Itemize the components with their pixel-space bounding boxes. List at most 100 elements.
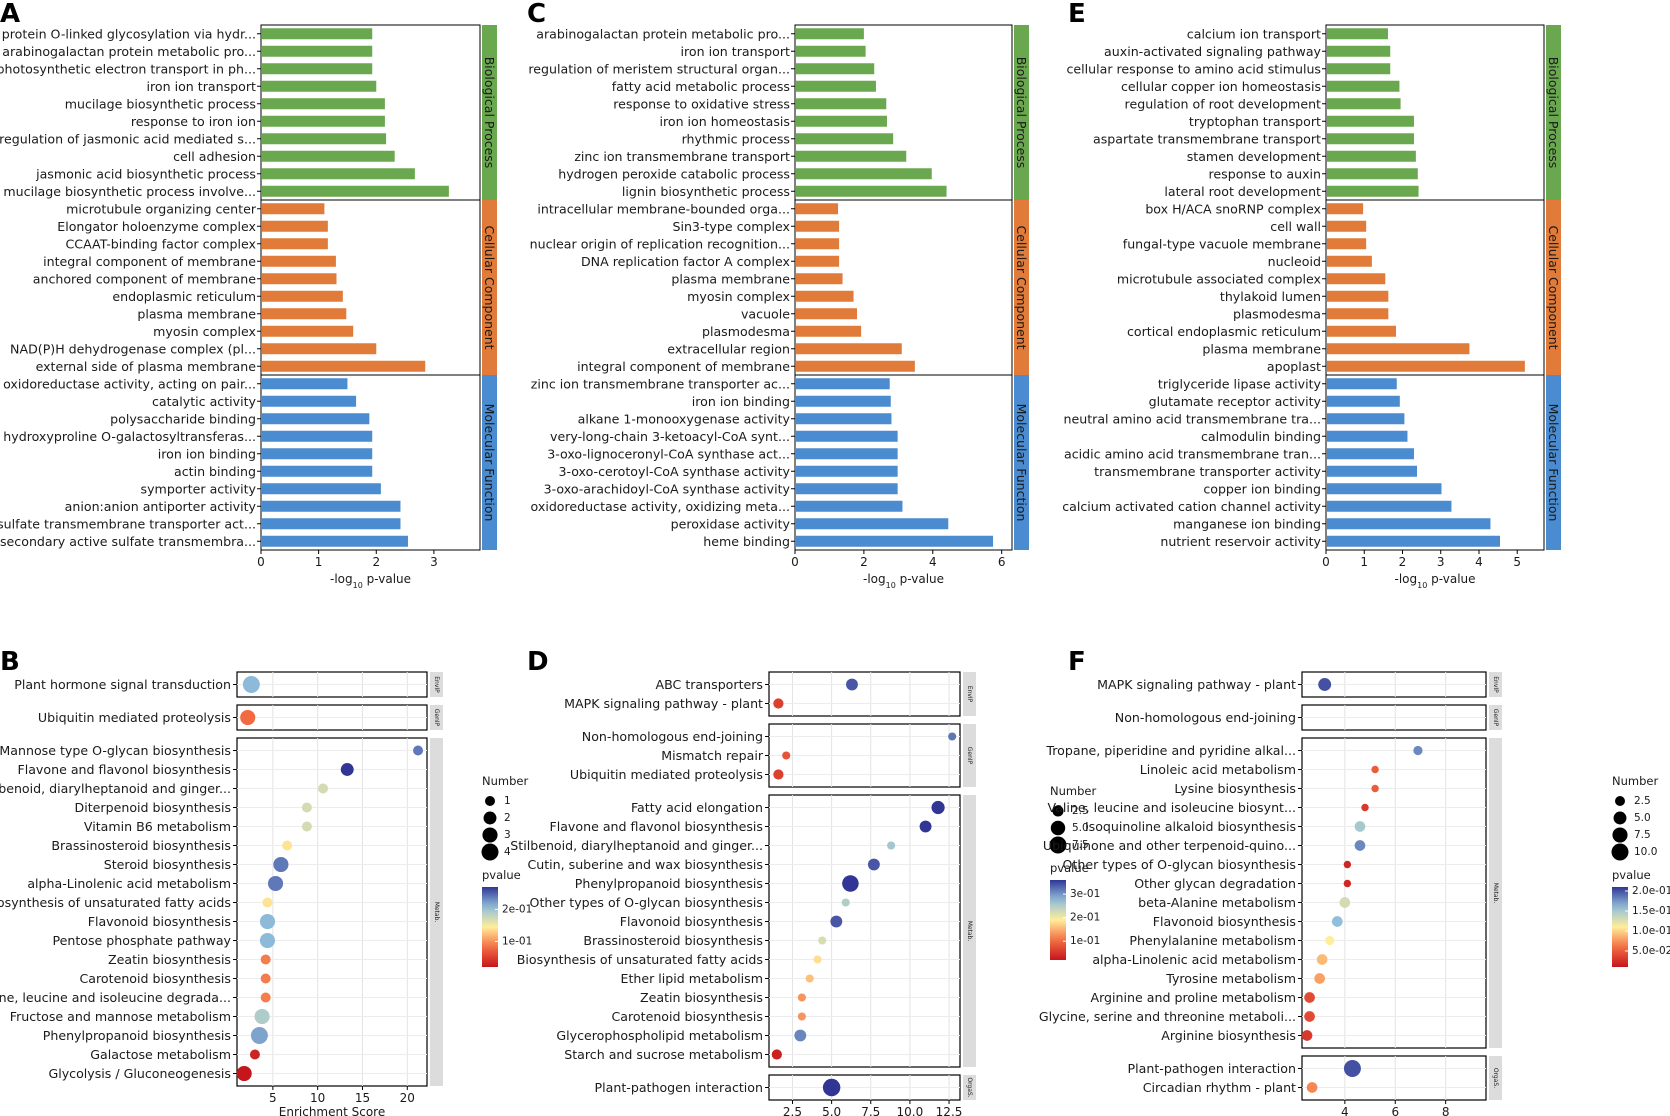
group-strip-label: Cellular Component xyxy=(1014,225,1029,349)
bar xyxy=(796,518,949,530)
x-tick-label: 15 xyxy=(355,1091,370,1105)
term-label: Non-homologous end-joining xyxy=(1115,710,1296,725)
bar xyxy=(262,45,373,57)
colorbar-tick-label: 1e-01 xyxy=(1070,935,1100,947)
category-label: neutral amino acid transmembrane tra... xyxy=(1064,411,1321,426)
group-frame xyxy=(768,794,961,1068)
group-strip-label: EnvIP xyxy=(966,686,973,703)
panel-b-dot-plot: B EnvIP Plant hormone signal transduction G… xyxy=(0,647,532,1116)
dot xyxy=(1354,821,1366,832)
bar xyxy=(796,220,840,232)
panel-label: D xyxy=(527,647,549,677)
size-legend-dot xyxy=(1613,811,1627,825)
dot xyxy=(242,676,260,693)
x-tick-label: 8 xyxy=(1442,1105,1450,1116)
dot xyxy=(1316,954,1328,965)
colorbar xyxy=(1050,880,1066,960)
bar xyxy=(796,45,866,57)
category-label: Elongator holoenzyme complex xyxy=(57,219,256,234)
term-label: Galactose metabolism xyxy=(90,1047,231,1062)
bar xyxy=(1327,150,1416,162)
category-label: arabinogalactan protein metabolic pro... xyxy=(2,44,256,59)
category-label: nucleoid xyxy=(1268,254,1321,269)
term-label: ABC transporters xyxy=(655,677,763,692)
colorbar xyxy=(1612,887,1628,967)
dot xyxy=(250,1027,268,1044)
bar xyxy=(796,168,932,180)
term-label: Zeatin biosynthesis xyxy=(640,990,763,1005)
color-legend-title: pvalue xyxy=(482,868,521,882)
category-label: peroxidase activity xyxy=(671,516,791,531)
colorbar-tick-label: 1.5e-01 xyxy=(1632,905,1670,917)
term-label: alpha-Linolenic acid metabolism xyxy=(1092,952,1296,967)
group-strip-label: Biological Process xyxy=(1546,57,1561,169)
size-legend-label: 10.0 xyxy=(1634,846,1657,858)
x-tick-label: 10 xyxy=(310,1091,325,1105)
bar xyxy=(796,238,840,250)
category-label: hydroxyproline O-galactosyltransferas... xyxy=(3,429,256,444)
dot xyxy=(797,993,806,1002)
category-label: plasma membrane xyxy=(1202,341,1321,356)
group-strip xyxy=(963,672,976,716)
bar xyxy=(1327,220,1367,232)
term-label: Other types of O-glycan biosynthesis xyxy=(530,895,763,910)
bar xyxy=(1327,133,1414,145)
category-label: regulation of meristem structural organ.… xyxy=(528,61,790,76)
term-label: Flavonoid biosynthesis xyxy=(1153,914,1296,929)
term-label: Circadian rhythm - plant xyxy=(1143,1080,1296,1095)
group-strip-label: EnvIP xyxy=(433,676,440,693)
dot xyxy=(273,856,289,873)
group-strip-label: Molecular Function xyxy=(1014,404,1029,522)
size-legend-label: 2.5 xyxy=(1634,795,1651,807)
x-tick-label: 2 xyxy=(1399,555,1407,569)
category-label: calcium ion transport xyxy=(1187,26,1321,41)
category-label: cell wall xyxy=(1270,219,1321,234)
bar xyxy=(1327,343,1470,355)
category-label: calmodulin binding xyxy=(1201,429,1321,444)
x-tick-label: 7.5 xyxy=(861,1105,880,1116)
dot xyxy=(318,783,329,794)
category-label: zinc ion transmembrane transport xyxy=(574,149,790,164)
category-label: symporter activity xyxy=(141,481,257,496)
dot xyxy=(1361,803,1369,812)
category-label: apoplast xyxy=(1267,359,1321,374)
size-legend-dot xyxy=(485,796,495,806)
dot xyxy=(797,1012,806,1021)
term-label: Stilbenoid, diarylheptanoid and ginger..… xyxy=(0,781,231,796)
group-frame xyxy=(1301,737,1487,1049)
dot xyxy=(1413,745,1423,756)
dot xyxy=(1354,840,1366,851)
bar xyxy=(796,28,864,40)
category-label: acidic amino acid transmembrane tran... xyxy=(1064,446,1321,461)
dot xyxy=(1371,784,1379,793)
category-label: CCAAT-binding factor complex xyxy=(66,236,257,251)
category-label: lateral root development xyxy=(1164,184,1321,199)
size-legend-dot xyxy=(1050,820,1066,836)
group-strip-label: Molecular Function xyxy=(482,404,497,522)
group-strip xyxy=(482,375,497,550)
bar xyxy=(796,378,890,390)
x-tick-label: 2 xyxy=(860,555,868,569)
bar xyxy=(262,378,348,390)
category-label: Sin3-type complex xyxy=(672,219,790,234)
bar xyxy=(1327,203,1364,215)
size-legend-title: Number xyxy=(482,774,528,788)
group-strip xyxy=(1489,738,1502,1048)
category-label: tryptophan transport xyxy=(1189,114,1321,129)
bar xyxy=(796,465,898,477)
category-label: glutamate receptor activity xyxy=(1149,394,1322,409)
x-tick-label: 3 xyxy=(1437,555,1445,569)
bar xyxy=(796,185,947,197)
x-tick-label: 20 xyxy=(400,1091,415,1105)
bar xyxy=(1327,115,1414,127)
size-legend-dot xyxy=(1052,805,1064,817)
group-frame xyxy=(1325,374,1545,551)
bar xyxy=(262,413,370,425)
dot xyxy=(773,698,784,709)
category-label: microtubule organizing center xyxy=(66,201,257,216)
bar xyxy=(1327,98,1401,110)
term-label: Phenylpropanoid biosynthesis xyxy=(43,1028,231,1043)
group-frame xyxy=(236,737,428,1087)
colorbar-tick-label: 2e-01 xyxy=(502,903,532,915)
bar xyxy=(262,273,337,285)
